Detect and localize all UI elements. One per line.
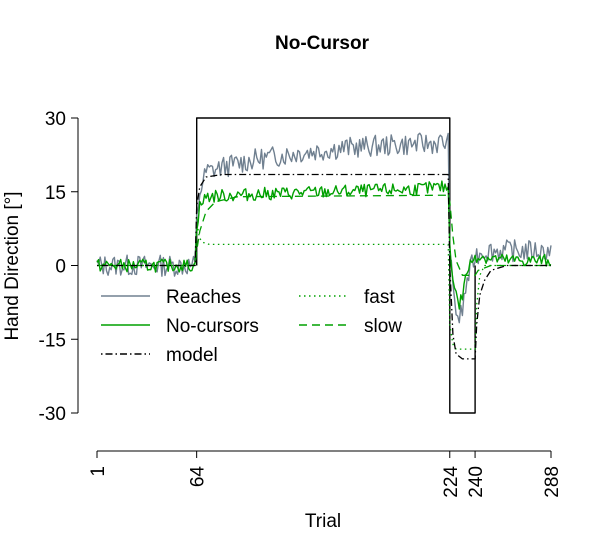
legend-label: model (166, 345, 218, 366)
x-tick-label: 288 (542, 466, 563, 498)
x-tick-label: 224 (441, 466, 462, 498)
y-tick-label: 0 (55, 257, 66, 278)
plot-area (96, 117, 552, 414)
y-tick-label: -30 (39, 404, 66, 425)
x-axis: 1 64 224 240 288 (88, 450, 563, 498)
legend: Reaches No-cursors model fast slow (101, 287, 402, 366)
x-tick-label: 1 (88, 466, 109, 477)
series-no-cursors (96, 180, 552, 310)
legend-label: slow (364, 316, 402, 337)
series-fast (97, 215, 551, 350)
x-tick-label: 64 (188, 466, 209, 488)
legend-label: Reaches (166, 287, 241, 308)
series-model (97, 173, 551, 360)
x-tick-label: 240 (466, 466, 487, 498)
legend-label: fast (364, 287, 395, 308)
y-tick-label: -15 (39, 330, 66, 351)
legend-label: No-cursors (166, 316, 259, 337)
y-tick-label: 15 (45, 183, 66, 204)
y-tick-label: 30 (45, 109, 66, 130)
y-axis: 30 15 0 -15 -30 (39, 109, 79, 425)
series-slow (97, 194, 551, 276)
y-axis-label: Hand Direction [°] (2, 191, 23, 340)
x-axis-label: Trial (305, 511, 341, 532)
chart-title: No-Cursor (275, 33, 370, 54)
